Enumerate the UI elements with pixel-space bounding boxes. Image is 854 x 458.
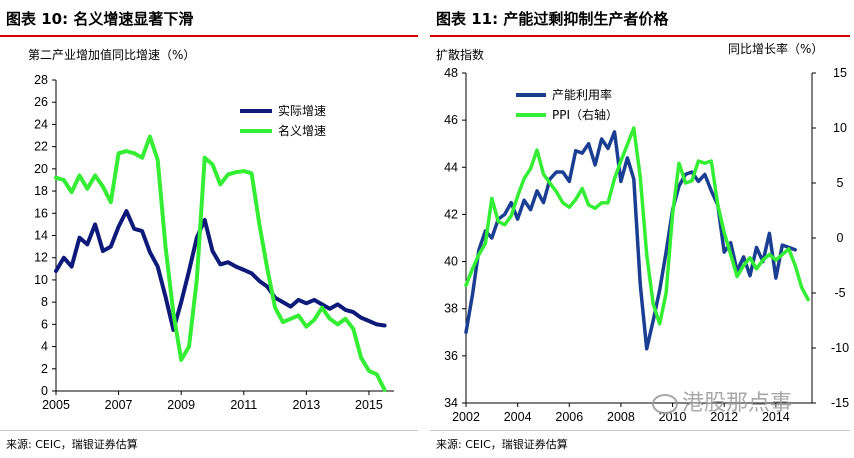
right-y-tick-label: 10 [833,121,847,135]
y-tick-label: 14 [34,229,48,243]
y-tick-label: 10 [34,273,48,287]
x-tick-label: 2004 [504,410,532,424]
left-y-tick-label: 42 [444,207,458,221]
y-tick-label: 12 [34,251,48,265]
left-y-tick-label: 46 [444,113,458,127]
right-y-tick-label: 0 [837,231,844,245]
x-tick-label: 2005 [42,398,70,412]
chart-title: 图表 11: 产能过剩抑制生产者价格 [436,10,669,28]
right-y-tick-label: -5 [834,286,845,300]
left-y-tick-label: 44 [444,160,458,174]
right-y-tick-label: -10 [831,341,849,355]
left-y-tick-label: 38 [444,302,458,316]
legend-label: 产能利用率 [552,87,612,102]
legend-label: PPI（右轴） [552,107,618,122]
x-tick-label: 2015 [355,398,383,412]
y-tick-label: 6 [41,317,48,331]
footer-rule [0,430,418,431]
source-note: 来源: CEIC，瑞银证券估算 [436,438,568,451]
x-tick-label: 2011 [230,398,257,412]
y-tick-label: 22 [34,140,48,154]
series-line-2 [54,134,387,392]
y-tick-label: 8 [41,295,48,309]
wechat-icon [652,394,678,414]
y-tick-label: 2 [41,362,48,376]
footer-rule [430,430,850,431]
y-tick-label: 26 [34,95,48,109]
y-tick-label: 0 [41,384,48,398]
x-tick-label: 2009 [167,398,195,412]
left-y-tick-label: 48 [444,66,458,80]
watermark: 港股那点事 [652,385,792,417]
x-tick-label: 2012 [710,410,738,424]
x-tick-label: 2008 [607,410,635,424]
x-tick-label: 2006 [555,410,583,424]
x-tick-label: 2007 [105,398,133,412]
title-underline [430,35,850,37]
left-y-tick-label: 34 [444,396,458,410]
y-tick-label: 24 [34,117,48,131]
right-y-axis-label: 同比增长率（%） [728,42,824,56]
series-line-1 [54,209,387,332]
y-tick-label: 18 [34,184,48,198]
series-line-1 [464,130,797,351]
right-y-tick-label: 5 [837,176,844,190]
x-tick-label: 2013 [292,398,320,412]
right-chart-panel: 图表 11: 产能过剩抑制生产者价格 扩散指数 同比增长率（%） 来源: CEI… [430,0,854,458]
series-line-2 [464,126,810,326]
left-chart-panel: 图表 10: 名义增速显著下滑 第二产业增加值同比增速（%） 来源: CEIC，… [0,0,420,458]
left-y-tick-label: 40 [444,255,458,269]
left-y-axis-label: 扩散指数 [436,48,485,62]
legend-label: 实际增速 [278,103,326,118]
chart-title: 图表 10: 名义增速显著下滑 [6,10,194,28]
y-tick-label: 16 [34,206,48,220]
title-underline [0,35,418,37]
right-y-tick-label: -15 [831,396,849,410]
watermark-text: 港股那点事 [682,391,793,416]
right-y-tick-label: 15 [833,66,847,80]
left-y-tick-label: 36 [444,349,458,363]
y-tick-label: 20 [34,162,48,176]
legend-label: 名义增速 [278,123,326,138]
y-tick-label: 4 [41,340,48,354]
source-note: 来源: CEIC，瑞银证券估算 [6,438,138,451]
x-tick-label: 2002 [452,410,480,424]
y-axis-label: 第二产业增加值同比增速（%） [28,48,196,62]
x-tick-label: 2014 [762,410,790,424]
y-tick-label: 28 [34,73,48,87]
